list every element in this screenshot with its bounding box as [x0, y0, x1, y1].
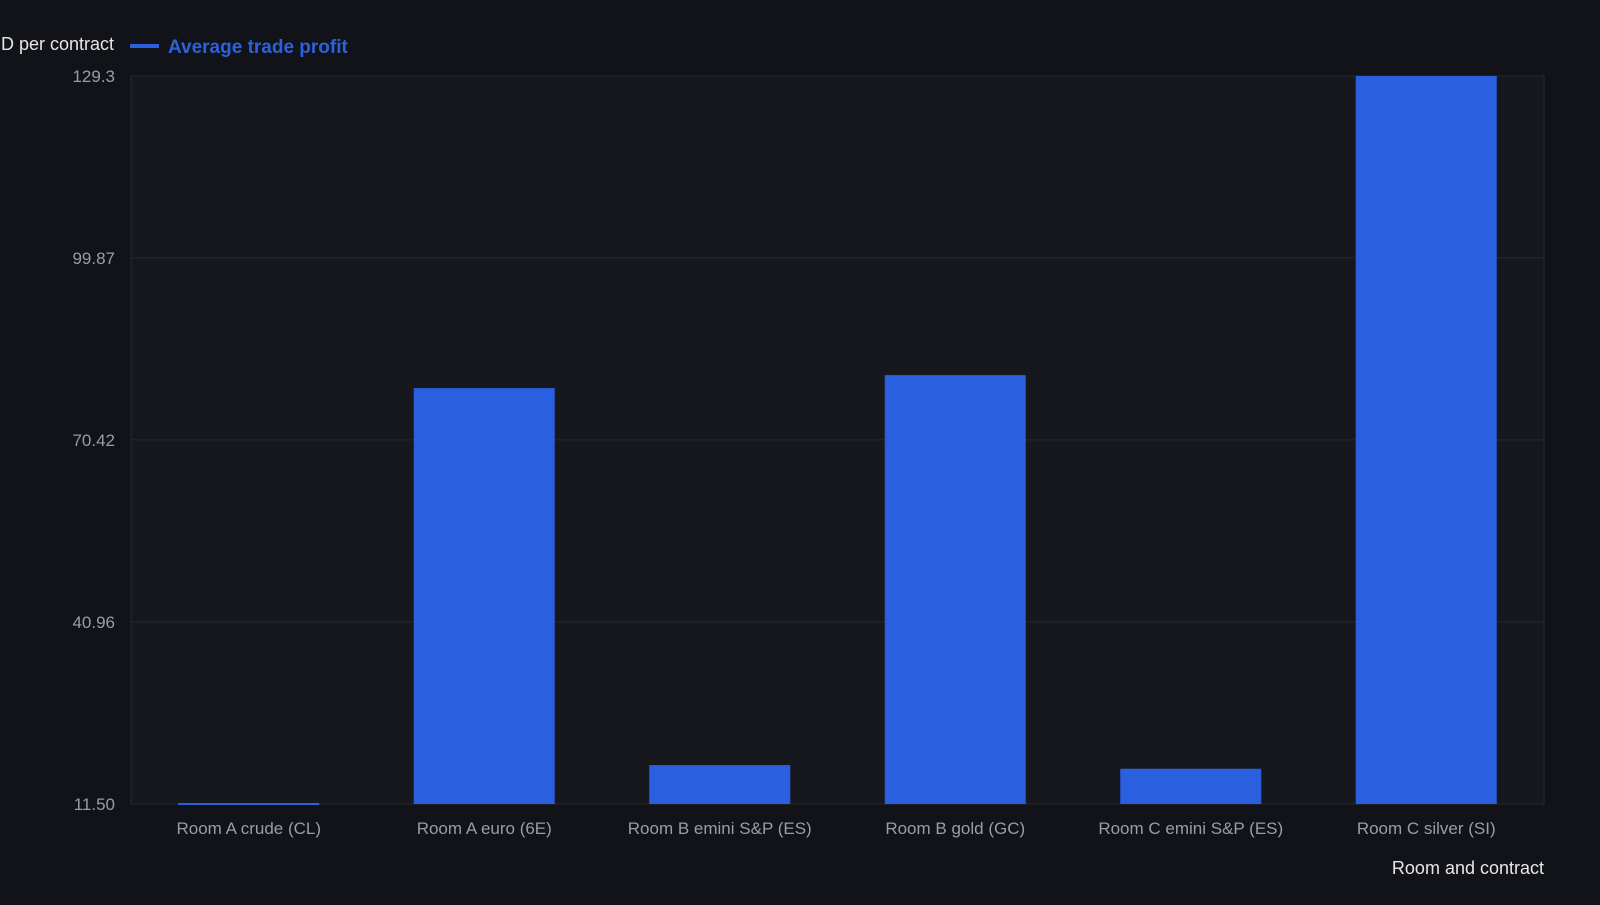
y-tick-label: 40.96 [72, 613, 115, 632]
x-tick-label: Room B gold (GC) [885, 819, 1025, 838]
bar [413, 388, 555, 804]
bar [178, 803, 320, 805]
grid-lines [131, 75, 1544, 805]
y-axis-label: USD per contract [0, 34, 114, 54]
x-axis-label: Room and contract [1392, 858, 1544, 878]
y-tick-label: 70.42 [72, 431, 115, 450]
x-tick-label: Room C emini S&P (ES) [1098, 819, 1283, 838]
y-tick-label: 99.87 [72, 249, 115, 268]
x-tick-label: Room A crude (CL) [176, 819, 321, 838]
y-tick-label: 11.50 [74, 795, 115, 814]
y-tick-label: 129.3 [72, 67, 115, 86]
bars [178, 76, 1497, 805]
bar [649, 765, 791, 804]
y-axis: 11.50 40.96 70.42 99.87 129.3 [72, 67, 115, 814]
x-tick-label: Room B emini S&P (ES) [628, 819, 812, 838]
bar [1355, 76, 1497, 804]
x-tick-label: Room A euro (6E) [417, 819, 552, 838]
bar [1120, 768, 1262, 804]
bar [884, 375, 1026, 804]
x-axis: Room A crude (CL) Room A euro (6E) Room B … [176, 819, 1495, 838]
legend-entry-label: Average trade profit [168, 37, 349, 58]
x-tick-label: Room C silver (SI) [1357, 819, 1496, 838]
